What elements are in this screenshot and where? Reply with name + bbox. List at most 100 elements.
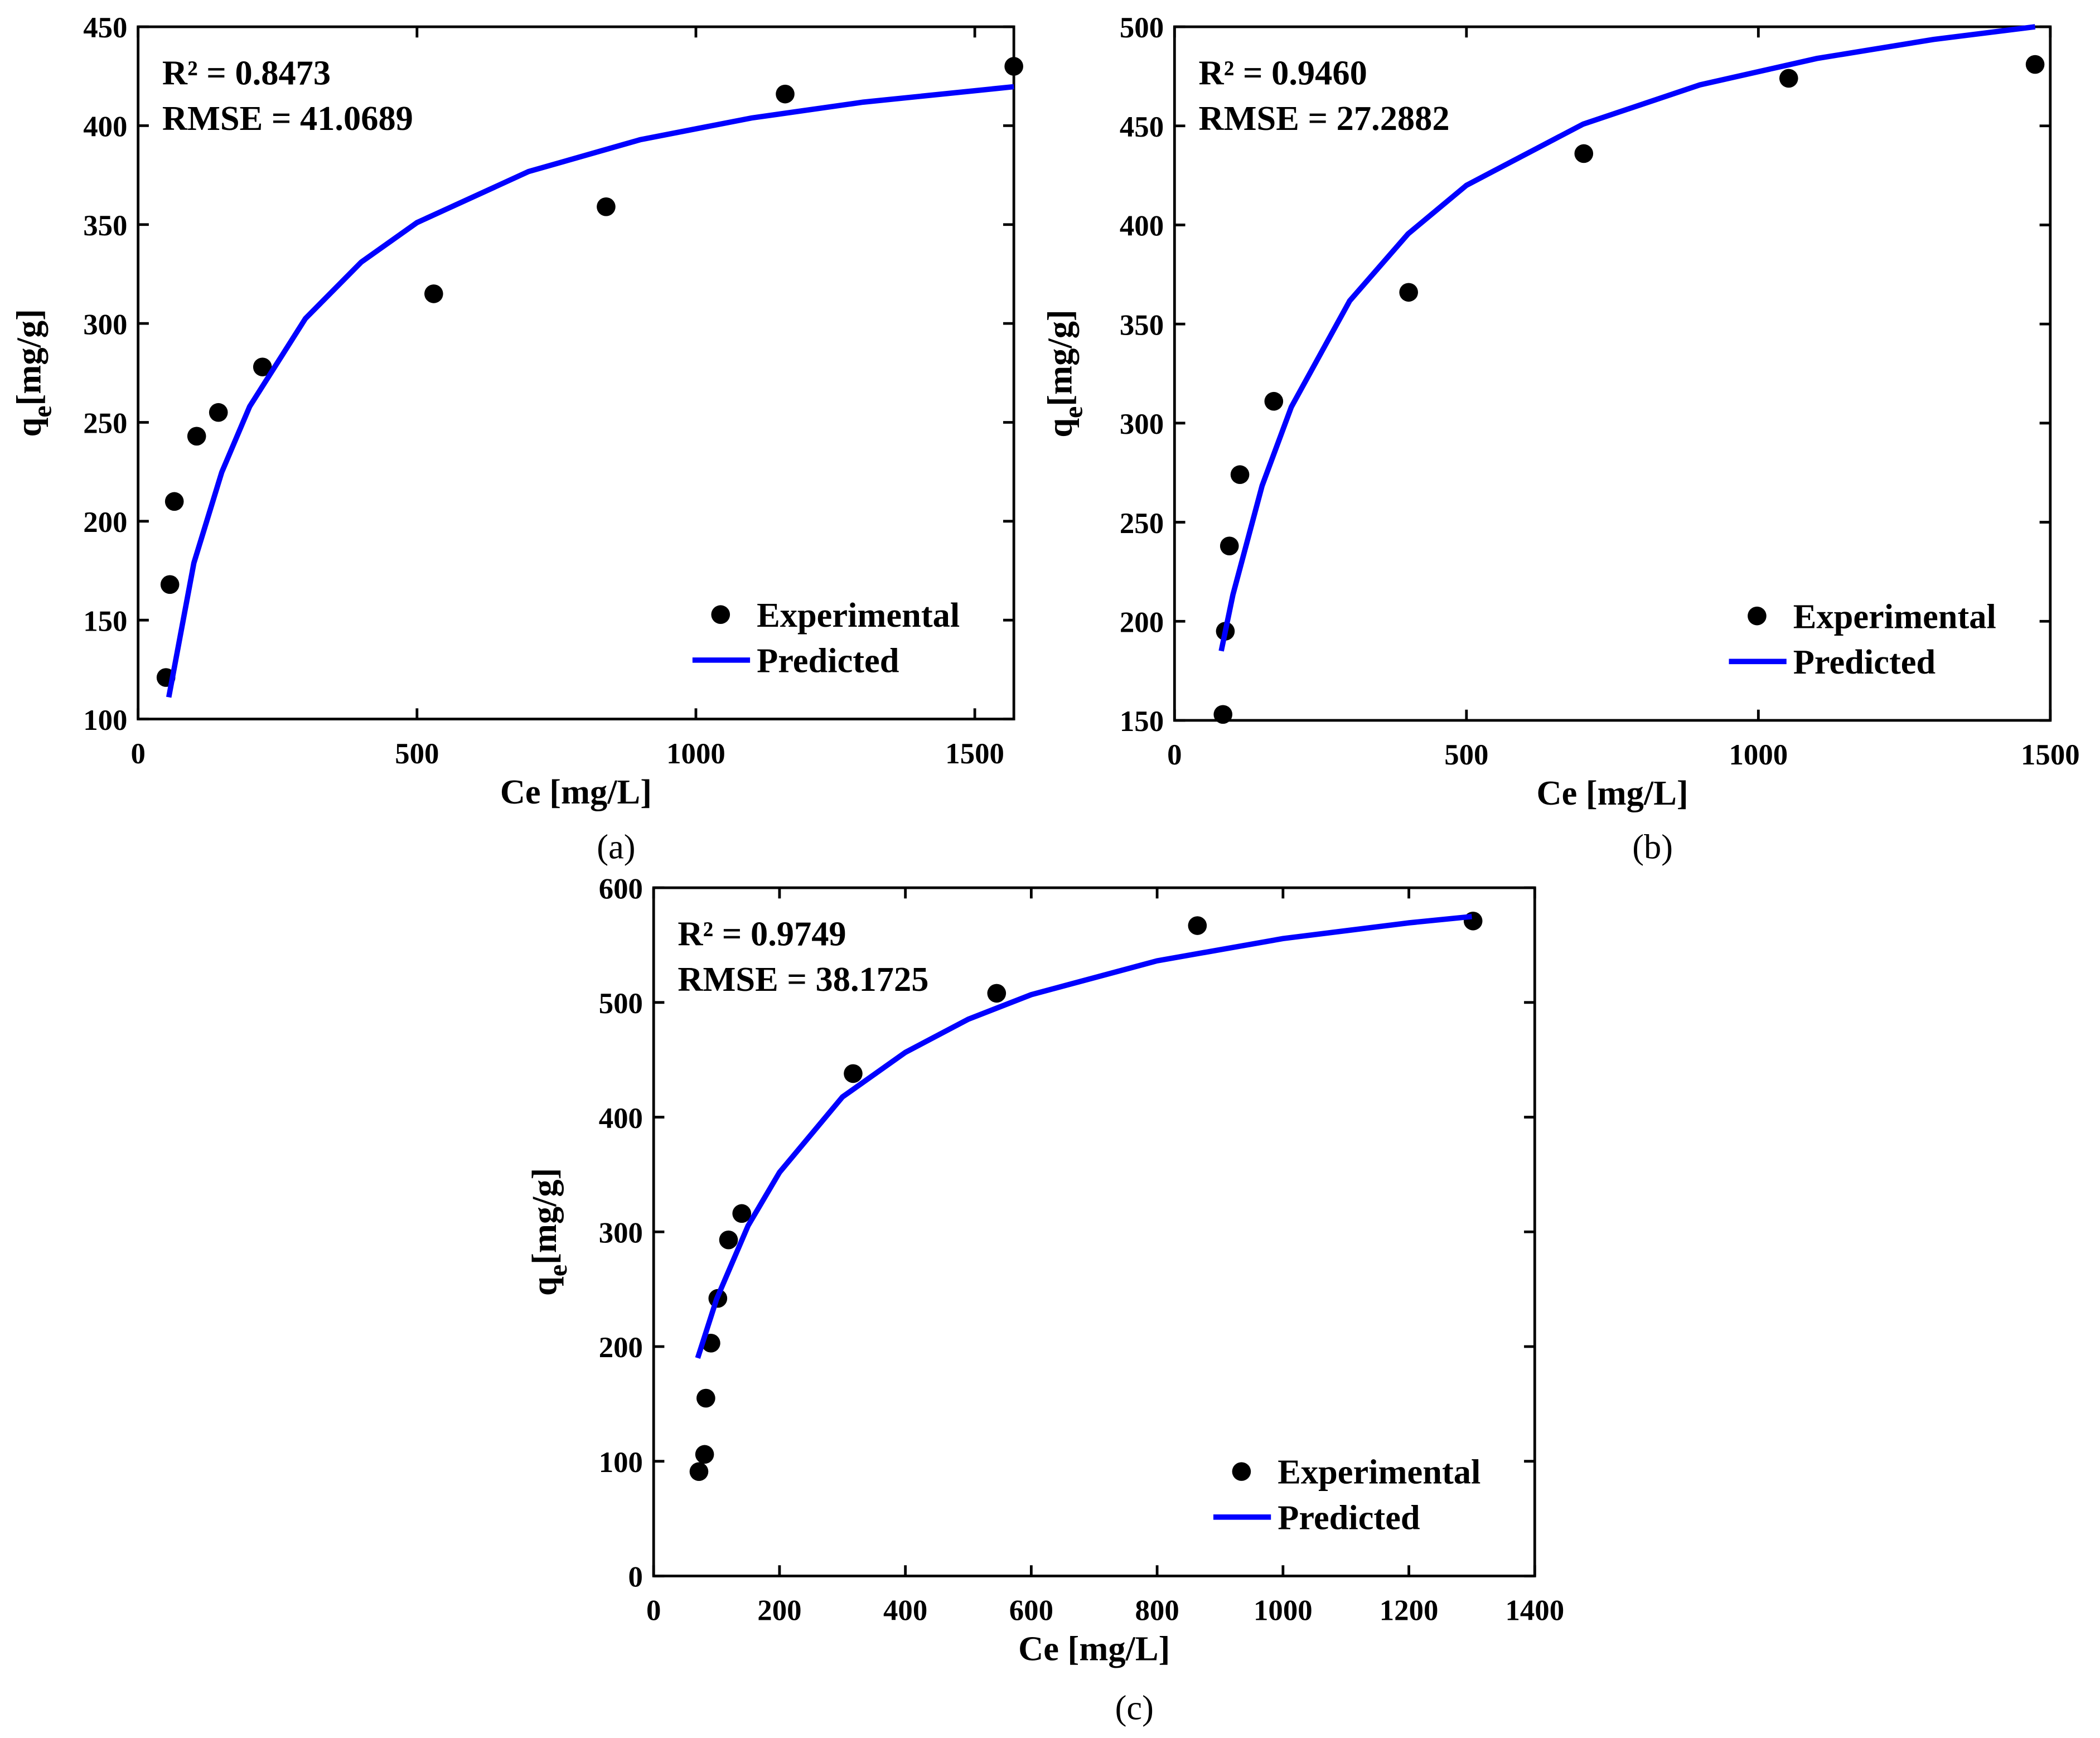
y-axis-label: qe[mg/g]	[9, 309, 57, 437]
y-label-rest: [mg/g]	[9, 309, 48, 405]
data-point	[1220, 536, 1239, 555]
data-point	[1188, 916, 1207, 935]
y-tick-label: 100	[83, 704, 127, 737]
y-tick-label: 200	[1120, 606, 1164, 638]
y-tick-label: 150	[83, 605, 127, 637]
data-point	[1399, 283, 1418, 302]
data-point	[1004, 57, 1023, 76]
legend-label: Predicted	[757, 641, 899, 680]
y-tick-label: 250	[83, 408, 127, 440]
plot-frame	[137, 25, 1015, 720]
y-tick-label: 300	[83, 308, 127, 341]
y-tick-label: 450	[83, 12, 127, 44]
y-label-sub: e	[28, 405, 57, 417]
y-tick-label: 450	[1120, 111, 1164, 143]
x-tick-label: 0	[130, 738, 145, 770]
x-tick-label: 500	[1444, 739, 1488, 771]
y-label-sub: e	[543, 1265, 573, 1276]
data-point	[187, 427, 206, 446]
x-axis-label: Ce [mg/L]	[1537, 773, 1688, 812]
data-point	[1779, 69, 1798, 88]
y-tick-label: 200	[599, 1332, 643, 1364]
y-tick-label: 150	[1120, 705, 1164, 738]
data-point	[689, 1462, 709, 1482]
data-point	[719, 1230, 738, 1250]
y-label-main: q	[525, 1276, 564, 1296]
x-tick-label: 0	[646, 1595, 661, 1627]
data-point	[1264, 391, 1284, 411]
y-tick-label: 300	[1120, 408, 1164, 440]
legend-marker	[1748, 606, 1767, 626]
data-point	[695, 1445, 714, 1464]
panel-caption: (c)	[1115, 1688, 1154, 1727]
x-tick-label: 1500	[945, 738, 1004, 770]
legend-marker	[1232, 1462, 1251, 1481]
data-point	[696, 1388, 715, 1408]
data-point	[160, 575, 180, 594]
data-point	[987, 984, 1007, 1003]
annotation: RMSE = 38.1725	[678, 960, 928, 999]
predicted-line	[166, 84, 1014, 698]
y-tick-label: 100	[599, 1446, 643, 1479]
data-point	[209, 403, 228, 422]
legend-label: Experimental	[1793, 597, 1996, 636]
x-tick-label: 500	[395, 738, 439, 770]
data-point	[732, 1204, 752, 1223]
x-axis-label: Ce [mg/L]	[1018, 1629, 1170, 1668]
y-tick-label: 600	[599, 873, 643, 905]
panel-caption: (b)	[1632, 827, 1673, 866]
annotation: RMSE = 41.0689	[162, 99, 413, 138]
y-axis-label: qe[mg/g]	[525, 1168, 573, 1296]
annotation: R² = 0.9749	[678, 914, 846, 953]
predicted-line	[695, 913, 1472, 1359]
legend-label: Predicted	[1793, 642, 1936, 681]
x-tick-label: 1500	[2021, 739, 2080, 771]
x-axis-label: Ce [mg/L]	[500, 772, 652, 811]
x-tick-label: 1000	[666, 738, 725, 770]
y-tick-label: 500	[599, 987, 643, 1020]
y-tick-label: 400	[1120, 210, 1164, 243]
annotation: R² = 0.9460	[1199, 53, 1367, 92]
data-point	[844, 1064, 863, 1083]
data-point	[2025, 55, 2045, 74]
y-tick-label: 400	[599, 1102, 643, 1135]
data-point	[1213, 705, 1233, 724]
y-label-main: q	[9, 417, 48, 437]
annotation: RMSE = 27.2882	[1199, 99, 1450, 138]
y-tick-label: 200	[83, 506, 127, 539]
x-tick-label: 1200	[1380, 1595, 1439, 1627]
data-point	[424, 284, 443, 303]
legend-label: Predicted	[1278, 1498, 1420, 1537]
y-label-rest: [mg/g]	[1040, 309, 1079, 406]
legend-label: Experimental	[757, 596, 960, 635]
x-tick-label: 0	[1167, 739, 1182, 771]
x-tick-label: 800	[1135, 1595, 1179, 1627]
annotation: R² = 0.8473	[162, 53, 331, 92]
y-tick-label: 350	[1120, 309, 1164, 341]
legend-label: Experimental	[1278, 1453, 1480, 1492]
x-tick-label: 400	[883, 1595, 927, 1627]
y-label-main: q	[1040, 418, 1079, 438]
data-point	[776, 84, 795, 104]
y-label-sub: e	[1059, 406, 1088, 418]
data-point	[1230, 465, 1250, 485]
predicted-line	[1218, 24, 2036, 652]
x-tick-label: 600	[1009, 1595, 1053, 1627]
panel-caption: (a)	[597, 827, 635, 866]
y-tick-label: 500	[1120, 12, 1164, 44]
legend-marker	[711, 605, 730, 624]
x-tick-label: 1000	[1729, 739, 1788, 771]
x-tick-label: 1400	[1505, 1595, 1564, 1627]
data-point	[597, 197, 616, 216]
y-axis-label: qe[mg/g]	[1040, 309, 1088, 437]
y-tick-label: 400	[83, 111, 127, 143]
y-tick-label: 0	[628, 1561, 643, 1594]
data-point	[1574, 144, 1594, 163]
y-tick-label: 250	[1120, 507, 1164, 540]
y-tick-label: 350	[83, 210, 127, 242]
plot-frame	[1173, 25, 2052, 722]
data-point	[164, 492, 184, 511]
y-label-rest: [mg/g]	[525, 1168, 564, 1265]
y-tick-label: 300	[599, 1217, 643, 1249]
